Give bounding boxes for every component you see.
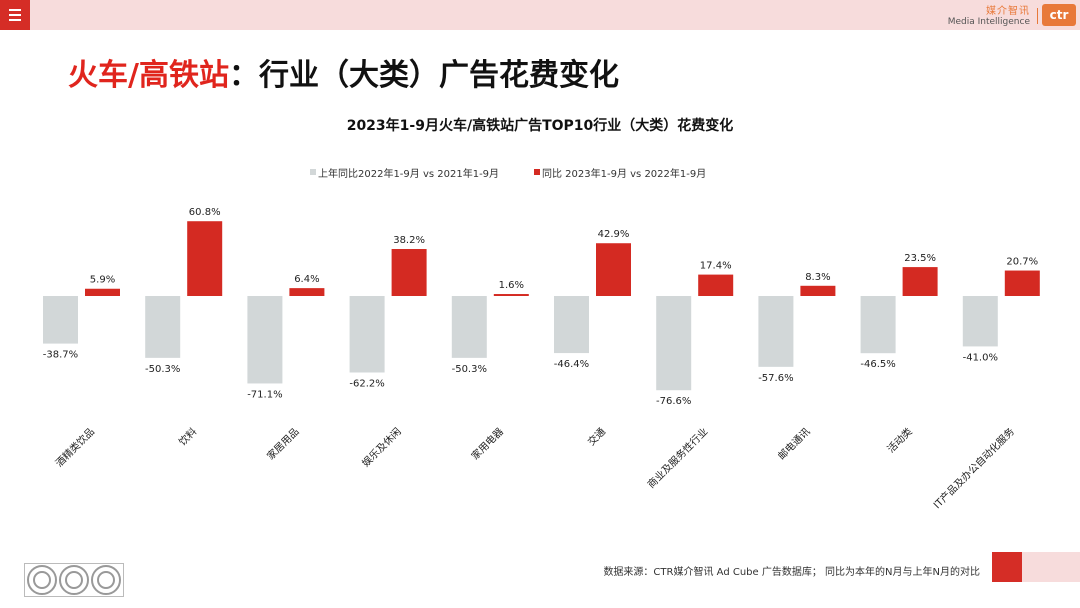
bar-prev-10 <box>962 296 998 347</box>
page-title-topic: 行业（大类）广告花费变化 <box>258 58 619 93</box>
category-label-10: IT产品及办公自动化服务 <box>931 425 1017 511</box>
category-label-1: 酒精类饮品 <box>53 425 98 470</box>
data-label-prev-7: -76.6% <box>656 396 691 407</box>
data-label-curr-5: 1.6% <box>499 280 524 291</box>
sgs-badge-icon <box>91 565 121 595</box>
data-label-prev-10: -41.0% <box>963 352 998 363</box>
data-label-prev-9: -46.5% <box>860 359 895 370</box>
legend-swatch-1 <box>310 169 316 175</box>
data-label-prev-6: -46.4% <box>554 359 589 370</box>
category-label-3: 家居用品 <box>264 425 301 462</box>
bar-prev-3 <box>247 296 283 384</box>
bar-curr-6 <box>596 243 631 296</box>
bar-prev-2 <box>145 296 181 358</box>
sgs-badge-icon <box>59 565 89 595</box>
category-label-4: 娱乐及休闲 <box>359 425 404 470</box>
bar-prev-1 <box>43 296 78 344</box>
bar-prev-8 <box>758 296 794 367</box>
data-label-prev-3: -71.1% <box>247 389 282 400</box>
page-title-location: 火车/高铁站 <box>68 58 229 93</box>
menu-icon <box>9 9 21 11</box>
sgs-badge-icon <box>27 565 57 595</box>
bar-prev-6 <box>554 296 589 354</box>
category-label-5: 家用电器 <box>468 425 505 462</box>
footer-accent <box>992 552 1022 582</box>
data-source-note: 数据来源：CTR媒介智讯 Ad Cube 广告数据库； 同比为本年的N月与上年N… <box>603 567 980 578</box>
category-label-6: 交通 <box>585 425 608 448</box>
legend-label-1: 上年同比2022年1-9月 vs 2021年1-9月 <box>318 167 499 180</box>
data-label-curr-4: 38.2% <box>393 235 425 246</box>
menu-button[interactable] <box>0 0 30 30</box>
bar-prev-9 <box>860 296 896 354</box>
certification-badges <box>24 563 124 597</box>
data-label-prev-5: -50.3% <box>452 364 487 375</box>
top-banner <box>0 0 1080 30</box>
data-label-curr-9: 23.5% <box>904 253 936 264</box>
chart-title: 2023年1-9月火车/高铁站广告TOP10行业（大类）花费变化 <box>347 117 734 134</box>
bar-curr-9 <box>902 267 938 296</box>
bar-curr-3 <box>289 288 325 296</box>
category-label-9: 活动类 <box>884 425 914 455</box>
data-label-curr-8: 8.3% <box>805 272 830 283</box>
data-label-curr-6: 42.9% <box>598 229 630 240</box>
data-label-prev-1: -38.7% <box>43 350 78 361</box>
legend-swatch-2 <box>534 169 540 175</box>
bar-curr-8 <box>800 285 836 296</box>
category-label-7: 商业及服务性行业 <box>645 425 711 491</box>
data-label-curr-2: 60.8% <box>189 207 221 218</box>
bar-curr-2 <box>187 221 223 296</box>
bar-curr-1 <box>85 288 120 296</box>
brand-name-en: Media Intelligence <box>947 17 1030 27</box>
category-label-2: 饮料 <box>176 425 199 448</box>
brand-text: 媒介智讯 Media Intelligence <box>948 6 1030 28</box>
bar-chart: 2023年1-9月火车/高铁站广告TOP10行业（大类）花费变化上年同比2022… <box>43 117 1040 511</box>
brand-divider <box>1037 8 1038 24</box>
data-label-prev-2: -50.3% <box>145 364 180 375</box>
page-title-colon: ： <box>228 58 259 93</box>
category-label-8: 邮电通讯 <box>775 425 812 462</box>
bar-prev-7 <box>656 296 692 391</box>
bar-curr-4 <box>391 249 427 296</box>
data-label-curr-7: 17.4% <box>700 261 732 272</box>
bar-prev-4 <box>349 296 385 373</box>
legend-label-2: 同比 2023年1-9月 vs 2022年1-9月 <box>542 167 706 180</box>
bar-curr-10 <box>1004 270 1040 296</box>
bar-curr-5 <box>493 294 529 296</box>
data-label-curr-1: 5.9% <box>90 275 115 286</box>
data-label-curr-10: 20.7% <box>1006 257 1038 268</box>
data-label-curr-3: 6.4% <box>294 274 319 285</box>
brand-name-cn: 媒介智讯 <box>986 6 1030 17</box>
page-title: 火车/高铁站：行业（大类）广告花费变化 <box>68 50 619 94</box>
data-label-prev-8: -57.6% <box>758 373 793 384</box>
bar-curr-7 <box>698 274 734 296</box>
data-label-prev-4: -62.2% <box>349 379 384 390</box>
bar-prev-5 <box>451 296 487 358</box>
ctr-logo: ctr <box>1042 4 1076 26</box>
